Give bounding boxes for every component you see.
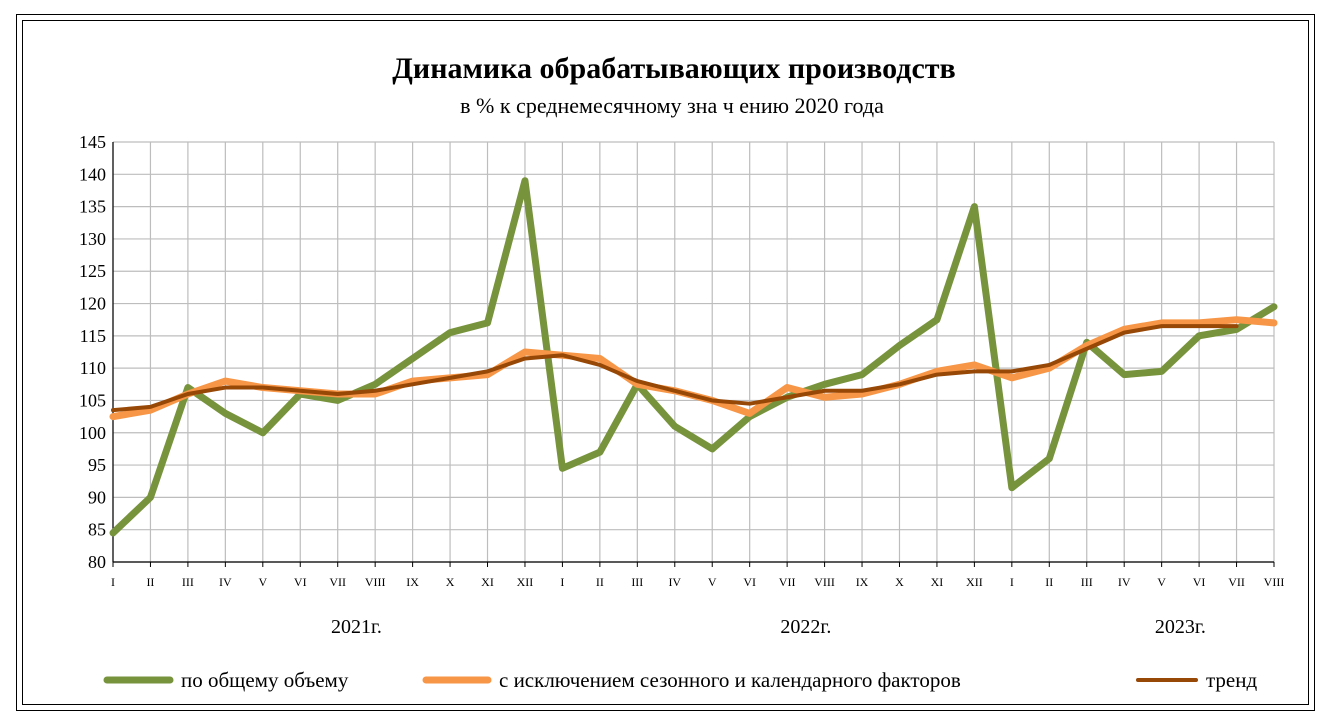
y-tick-label: 105 (79, 390, 106, 410)
x-axis-ticks: I II III IV V VI VII VIII IX X XI XII I II III IV V VI VII… (111, 575, 1284, 589)
chart-inner-frame (22, 20, 1309, 705)
year-label: 2023г. (1155, 616, 1206, 638)
y-tick-label: 95 (88, 455, 106, 475)
y-tick-label: 85 (88, 520, 106, 540)
x-tick-label: III (1081, 575, 1093, 589)
x-tick-label: X (895, 575, 904, 589)
x-tick-label: I (111, 575, 115, 589)
y-tick-label: 80 (88, 552, 106, 572)
legend: по общему объему с исключением сезонного … (103, 668, 1257, 692)
x-tick-label: V (708, 575, 717, 589)
x-tick-label: XII (966, 575, 983, 589)
y-tick-label: 110 (80, 358, 106, 378)
y-tick-label: 125 (79, 261, 106, 281)
x-tick-label: VI (743, 575, 756, 589)
x-tick-label: VII (329, 575, 346, 589)
x-tick-label: IX (406, 575, 419, 589)
chart-subtitle: в % к среднемесячному зна ч ению 2020 го… (460, 93, 884, 118)
x-tick-label: II (1045, 575, 1053, 589)
chart-outer-frame (16, 14, 1315, 711)
x-tick-label: V (258, 575, 267, 589)
x-tick-label: XI (931, 575, 944, 589)
y-tick-label: 130 (79, 229, 106, 249)
year-label: 2021г. (331, 616, 382, 638)
x-tick-label: III (182, 575, 194, 589)
x-tick-label: VI (1193, 575, 1206, 589)
series-line-3 (111, 324, 1239, 413)
x-tick-label: IV (219, 575, 232, 589)
x-tick-label: VI (294, 575, 307, 589)
x-tick-label: III (631, 575, 643, 589)
series-lines (109, 177, 1278, 537)
y-tick-label: 145 (79, 132, 106, 152)
chart-title: Динамика обрабатывающих производств (392, 52, 955, 85)
x-tick-label: VIII (814, 575, 835, 589)
legend-label-1: по общему объему (181, 668, 349, 692)
grid (112, 141, 1275, 567)
legend-label-2: с исключением сезонного и календарного ф… (499, 668, 961, 692)
y-tick-label: 135 (79, 197, 106, 217)
x-tick-label: VII (1228, 575, 1245, 589)
x-tick-label: XI (481, 575, 494, 589)
x-tick-label: II (596, 575, 604, 589)
y-tick-label: 115 (80, 326, 106, 346)
x-tick-label: I (560, 575, 564, 589)
y-tick-label: 90 (88, 487, 106, 507)
year-labels: 2021г. 2022г. 2023г. (331, 616, 1206, 638)
y-tick-label: 100 (79, 423, 106, 443)
legend-label-3: тренд (1206, 668, 1257, 692)
y-tick-label: 120 (79, 294, 106, 314)
x-tick-label: IV (668, 575, 681, 589)
x-tick-label: IX (856, 575, 869, 589)
x-tick-label: VIII (1264, 575, 1285, 589)
x-tick-label: IV (1118, 575, 1131, 589)
x-tick-label: X (446, 575, 455, 589)
x-tick-label: II (146, 575, 154, 589)
series-line-1 (109, 177, 1278, 537)
y-axis-ticks: 80 85 90 95 100 105 110 115 120 125 130 135 140 145 (79, 132, 106, 572)
x-tick-label: V (1157, 575, 1166, 589)
x-tick-label: XII (517, 575, 534, 589)
x-tick-label: VII (779, 575, 796, 589)
x-tick-label: VIII (365, 575, 386, 589)
x-tick-label: I (1010, 575, 1014, 589)
year-label: 2022г. (780, 616, 831, 638)
y-tick-label: 140 (79, 164, 106, 184)
